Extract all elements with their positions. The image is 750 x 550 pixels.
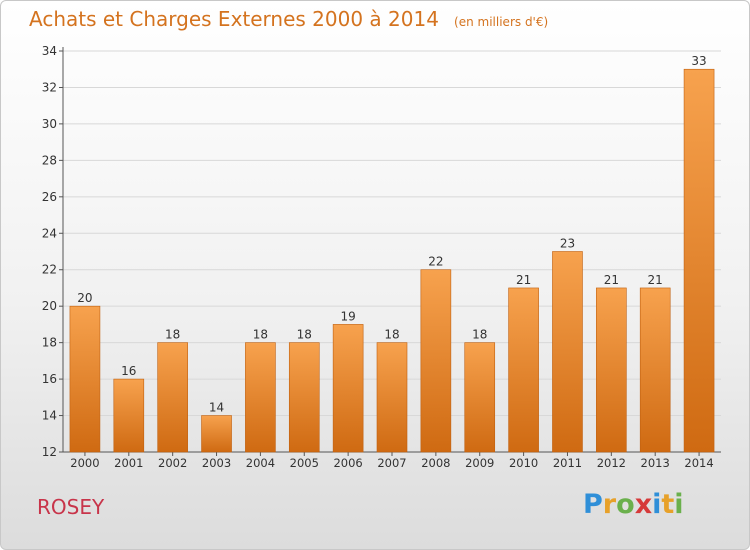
bar-value-label: 16 [121, 364, 136, 378]
logo-letter: P [583, 489, 603, 520]
y-tick-label: 32 [42, 80, 57, 94]
bar [201, 415, 232, 453]
bar [683, 68, 715, 453]
x-tick-label: 2008 [421, 456, 450, 470]
bar-value-label: 14 [209, 401, 224, 415]
bar [332, 324, 364, 453]
bar-value-label: 21 [604, 273, 619, 287]
bar-value-label: 21 [516, 273, 531, 287]
y-tick-label: 28 [42, 153, 57, 167]
bar [508, 287, 539, 453]
x-tick-label: 2013 [641, 456, 670, 470]
x-tick-label: 2000 [70, 456, 99, 470]
bar [639, 287, 671, 453]
x-tick-label: 2001 [114, 456, 143, 470]
y-tick-label: 24 [42, 226, 57, 240]
bar-value-label: 19 [340, 309, 355, 323]
chart-subtitle: (en milliers d'€) [454, 15, 549, 29]
bar-value-label: 18 [472, 328, 487, 342]
bar-value-label: 18 [253, 328, 268, 342]
bar [288, 342, 320, 453]
logo-letter: x [634, 489, 653, 520]
x-tick-label: 2004 [246, 456, 275, 470]
place-name: ROSEY [37, 495, 105, 519]
logo-letter: r [602, 489, 617, 520]
bar [113, 378, 145, 453]
logo-letter: i [674, 489, 684, 520]
bar-value-label: 20 [77, 291, 92, 305]
x-tick-label: 2005 [290, 456, 319, 470]
bar [245, 342, 276, 453]
y-tick-label: 22 [42, 263, 57, 277]
chart-title: Achats et Charges Externes 2000 à 2014 [29, 7, 439, 31]
title-row: Achats et Charges Externes 2000 à 2014 (… [29, 7, 548, 31]
proxiti-logo: Proxiti [583, 489, 684, 520]
bar-value-label: 33 [691, 54, 706, 68]
y-tick-label: 26 [42, 190, 57, 204]
x-tick-label: 2011 [553, 456, 582, 470]
bar-value-label: 23 [560, 237, 575, 251]
bar-value-label: 22 [428, 255, 443, 269]
x-tick-label: 2003 [202, 456, 231, 470]
x-tick-label: 2012 [597, 456, 626, 470]
bar-value-label: 21 [648, 273, 663, 287]
bar [596, 287, 627, 453]
y-tick-label: 20 [42, 299, 57, 313]
bar-value-label: 18 [165, 328, 180, 342]
x-tick-label: 2007 [377, 456, 406, 470]
bar [464, 342, 496, 453]
x-tick-label: 2009 [465, 456, 494, 470]
value-labels: 20 16 18 14 18 18 19 18 22 18 21 23 21 21 33 [77, 54, 706, 414]
logo-letter: i [652, 489, 662, 520]
x-tick-label: 2002 [158, 456, 187, 470]
logo-letter: t [661, 489, 675, 520]
x-tick-label: 2010 [509, 456, 538, 470]
bar-value-label: 18 [297, 328, 312, 342]
logo-letter: o [616, 489, 635, 520]
bar [157, 342, 188, 453]
bars [69, 68, 715, 453]
y-tick-label: 14 [42, 409, 57, 423]
y-tick-label: 16 [42, 372, 57, 386]
bar-value-label: 18 [384, 328, 399, 342]
y-tick-label: 30 [42, 117, 57, 131]
x-tick-label: 2014 [684, 456, 713, 470]
bar [552, 251, 583, 453]
y-tick-label: 18 [42, 336, 57, 350]
x-tick-label: 2006 [333, 456, 362, 470]
y-tick-label: 34 [42, 44, 57, 58]
bar [420, 269, 452, 453]
bar [376, 342, 408, 453]
bar [69, 305, 101, 453]
y-tick-label: 12 [42, 445, 57, 459]
